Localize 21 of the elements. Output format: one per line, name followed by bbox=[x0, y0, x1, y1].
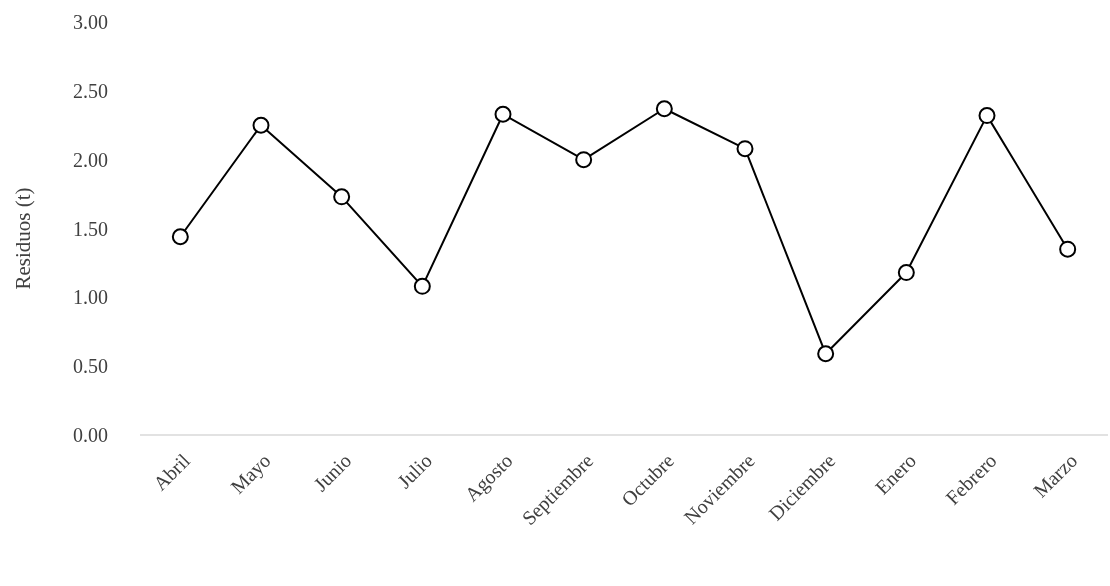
point bbox=[736, 140, 754, 158]
y-tick-label: 3.00 bbox=[73, 11, 108, 33]
point bbox=[171, 228, 189, 246]
point bbox=[978, 107, 996, 125]
y-axis-title: Residuos (t) bbox=[11, 187, 35, 290]
y-tick-label: 2.50 bbox=[73, 79, 108, 102]
x-tick-label: Julio bbox=[393, 449, 437, 493]
point bbox=[655, 100, 673, 118]
point bbox=[817, 345, 835, 363]
point bbox=[333, 188, 351, 206]
point bbox=[897, 264, 915, 282]
point bbox=[413, 277, 431, 295]
point bbox=[575, 151, 593, 169]
point bbox=[252, 116, 270, 134]
y-tick-label: 0.00 bbox=[73, 424, 108, 446]
y-tick-label: 2.00 bbox=[73, 148, 108, 171]
y-tick-label: 1.00 bbox=[73, 286, 108, 309]
y-tick-label: 1.50 bbox=[73, 217, 108, 240]
point bbox=[494, 105, 512, 123]
y-tick-label: 0.50 bbox=[73, 355, 108, 378]
point bbox=[1059, 240, 1077, 258]
